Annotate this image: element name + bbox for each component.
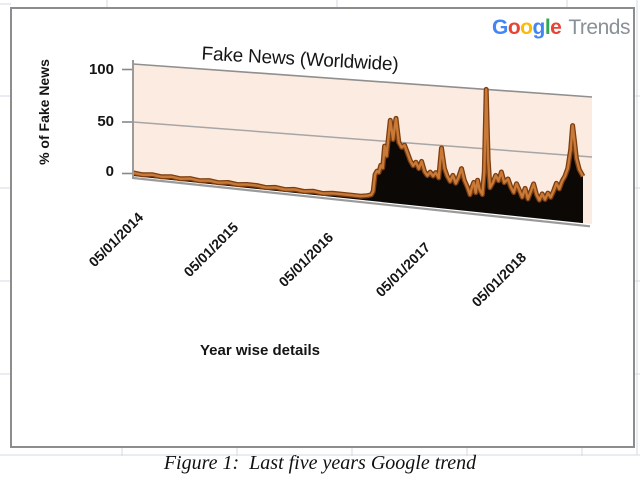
google-logo-letter: o [520,16,533,39]
google-logo-letter: G [492,16,508,39]
series-line-inner [132,88,585,202]
google-logo-letters: Google [492,16,562,39]
google-trends-logo: Google Trends [492,16,630,40]
google-logo-letter: e [550,16,562,39]
gridline-100 [132,63,593,98]
x-axis-label: Year wise details [199,342,321,359]
baseline-shadow [132,176,591,228]
google-logo-letter: l [544,16,551,39]
y-tick-label-100: 100 [88,61,114,78]
google-logo-letter: g [532,16,546,39]
y-tick-label-0: 0 [105,163,114,180]
trends-logo-text: Trends [568,16,630,39]
y-tick-label-50: 50 [97,113,114,130]
gridline-50 [132,121,593,158]
y-axis-label: % of Fake News [36,59,52,165]
figure-caption: Figure 1: Last five years Google trend [163,452,477,474]
google-logo-letter: o [507,16,521,39]
